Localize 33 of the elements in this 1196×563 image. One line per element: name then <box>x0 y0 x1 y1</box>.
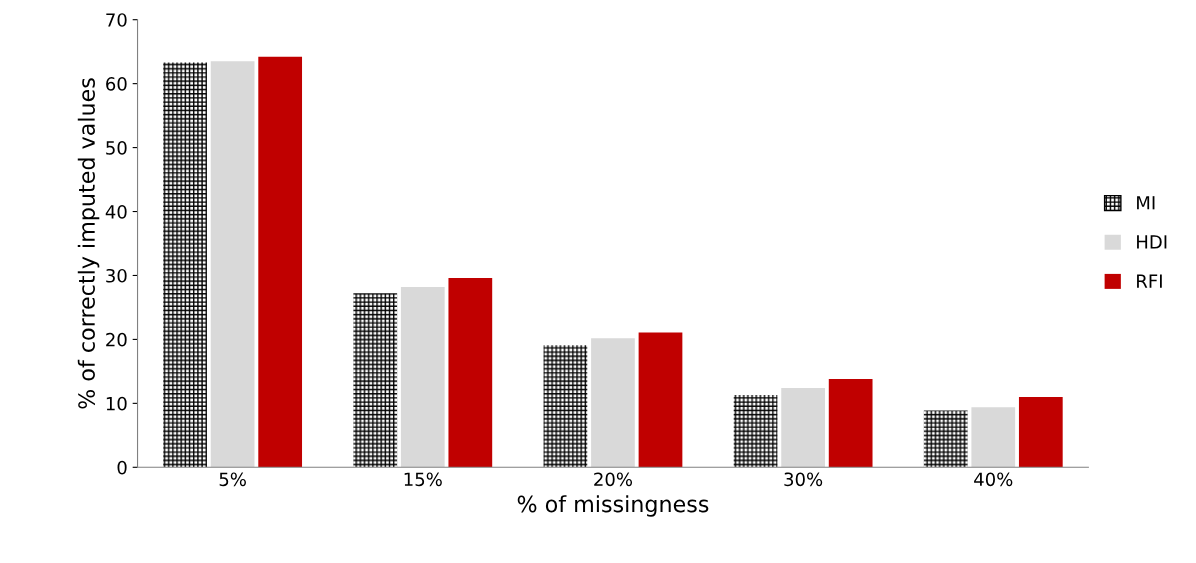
bar <box>258 56 303 468</box>
y-tick-label: 40 <box>105 204 127 219</box>
bar <box>781 388 825 468</box>
y-tick-label: 70 <box>106 13 127 27</box>
bar <box>971 407 1016 468</box>
bar <box>733 395 778 468</box>
y-tick-label: 60 <box>106 77 127 91</box>
y-tick-label: 30 <box>106 268 127 283</box>
bar <box>400 286 445 468</box>
x-tick-label: 30% <box>784 472 823 487</box>
bar <box>543 345 588 468</box>
x-tick-label: 40% <box>974 472 1013 487</box>
bar <box>638 332 683 468</box>
bar <box>923 410 968 468</box>
bar <box>353 293 398 468</box>
y-tick-label: 20 <box>106 332 127 347</box>
y-tick-label: 0 <box>117 460 127 475</box>
x-tick-label: 5% <box>219 472 246 487</box>
legend-label: MI <box>1137 196 1155 210</box>
bar <box>163 62 207 468</box>
bar <box>828 379 873 468</box>
bar <box>1018 396 1063 468</box>
x-tick-label: 20% <box>594 472 633 487</box>
x-axis-title: % of missingness <box>517 495 709 517</box>
legend-label: RFI <box>1137 274 1162 288</box>
legend-label: HDI <box>1137 235 1167 249</box>
bar <box>210 61 255 468</box>
y-axis-title: % of correctly imputed values <box>77 78 100 409</box>
y-tick-label: 10 <box>106 396 127 411</box>
x-tick-label: 15% <box>404 472 442 487</box>
bar <box>591 338 635 468</box>
bar <box>448 278 493 468</box>
y-tick-label: 50 <box>106 141 127 155</box>
